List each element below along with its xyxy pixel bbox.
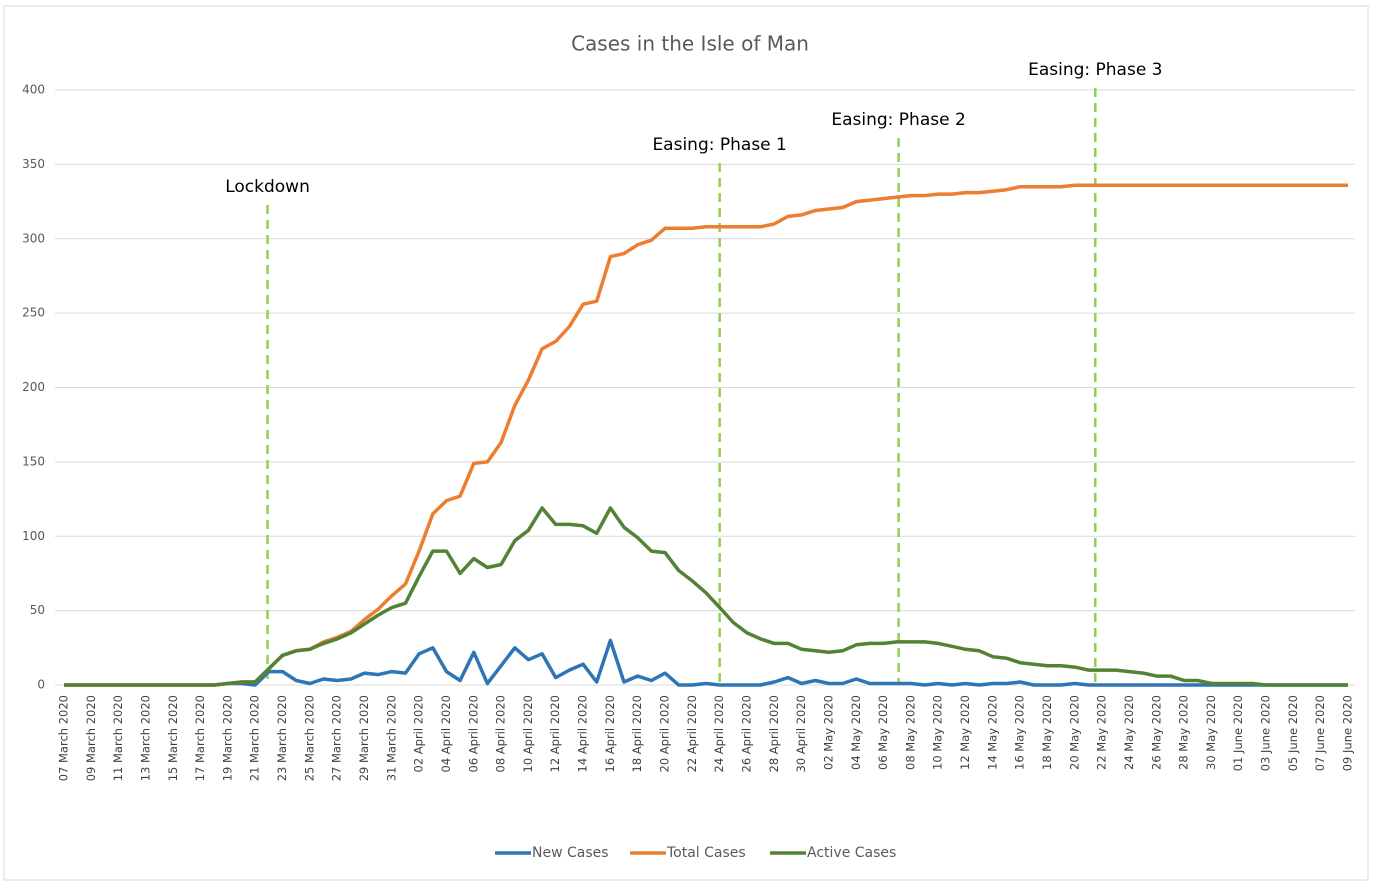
x-tick-label: 24 April 2020: [712, 695, 726, 773]
x-tick-label: 13 March 2020: [138, 695, 152, 781]
x-tick-label: 12 April 2020: [548, 695, 562, 773]
x-tick-label: 03 June 2020: [1259, 695, 1273, 771]
x-tick-label: 28 May 2020: [1177, 695, 1191, 770]
x-tick-label: 11 March 2020: [111, 695, 125, 781]
x-tick-label: 08 April 2020: [494, 695, 508, 773]
x-tick-label: 05 June 2020: [1286, 695, 1300, 771]
y-tick-label: 50: [30, 603, 45, 617]
annotation-bg: [659, 133, 780, 157]
x-tick-label: 17 March 2020: [193, 695, 207, 781]
x-tick-label: 28 April 2020: [767, 695, 781, 773]
x-tick-label: 27 March 2020: [330, 695, 344, 781]
y-tick-label: 0: [37, 678, 45, 692]
x-tick-label: 26 May 2020: [1149, 695, 1163, 770]
x-tick-label: 12 May 2020: [958, 695, 972, 770]
x-tick-label: 01 June 2020: [1231, 695, 1245, 771]
x-tick-label: 30 May 2020: [1204, 695, 1218, 770]
y-tick-label: 300: [22, 231, 45, 245]
x-tick-label: 21 March 2020: [248, 695, 262, 781]
series-line: [64, 638, 1348, 687]
x-tick-label: 18 April 2020: [630, 695, 644, 773]
x-tick-label: 20 May 2020: [1067, 695, 1081, 770]
x-tick-label: 18 May 2020: [1040, 695, 1054, 770]
x-tick-label: 14 May 2020: [985, 695, 999, 770]
series-line: [64, 506, 1348, 687]
x-tick-label: 16 May 2020: [1013, 695, 1027, 770]
x-tick-label: 24 May 2020: [1122, 695, 1136, 770]
annotation-bg: [207, 175, 328, 199]
annotation-label: Easing: Phase 2: [831, 110, 965, 130]
x-tick-label: 19 March 2020: [220, 695, 234, 781]
annotation-label: Lockdown: [225, 177, 310, 197]
legend-label: Total Cases: [666, 845, 746, 861]
x-tick-label: 08 May 2020: [903, 695, 917, 770]
x-tick-label: 23 March 2020: [275, 695, 289, 781]
x-tick-label: 25 March 2020: [302, 695, 316, 781]
y-tick-label: 150: [22, 454, 45, 468]
legend-label: Active Cases: [807, 845, 896, 861]
x-tick-label: 07 March 2020: [57, 695, 71, 781]
y-tick-label: 250: [22, 306, 45, 320]
x-tick-label: 15 March 2020: [166, 695, 180, 781]
x-tick-label: 20 April 2020: [658, 695, 672, 773]
y-tick-label: 100: [22, 529, 45, 543]
x-tick-label: 30 April 2020: [794, 695, 808, 773]
annotation-label: Easing: Phase 1: [652, 135, 786, 155]
y-tick-label: 400: [22, 83, 45, 97]
y-tick-label: 200: [22, 380, 45, 394]
x-tick-label: 06 April 2020: [466, 695, 480, 773]
x-tick-label: 31 March 2020: [384, 695, 398, 781]
annotation-bg: [1035, 58, 1156, 82]
x-tick-label: 10 April 2020: [521, 695, 535, 773]
x-tick-label: 16 April 2020: [603, 695, 617, 773]
x-tick-label: 29 March 2020: [357, 695, 371, 781]
chart-title: Cases in the Isle of Man: [571, 32, 809, 56]
x-tick-label: 09 June 2020: [1341, 695, 1355, 771]
x-tick-label: 22 April 2020: [685, 695, 699, 773]
x-tick-label: 02 May 2020: [821, 695, 835, 770]
x-tick-label: 07 June 2020: [1313, 695, 1327, 771]
x-tick-label: 22 May 2020: [1095, 695, 1109, 770]
legend-label: New Cases: [532, 845, 609, 861]
annotation-label: Easing: Phase 3: [1028, 60, 1162, 80]
x-tick-label: 26 April 2020: [739, 695, 753, 773]
x-tick-label: 02 April 2020: [412, 695, 426, 773]
y-tick-label: 350: [22, 157, 45, 171]
x-tick-label: 10 May 2020: [931, 695, 945, 770]
x-tick-label: 14 April 2020: [576, 695, 590, 773]
x-tick-label: 06 May 2020: [876, 695, 890, 770]
x-tick-label: 04 April 2020: [439, 695, 453, 773]
x-tick-label: 04 May 2020: [849, 695, 863, 770]
x-tick-label: 09 March 2020: [84, 695, 98, 781]
annotation-bg: [838, 108, 959, 132]
